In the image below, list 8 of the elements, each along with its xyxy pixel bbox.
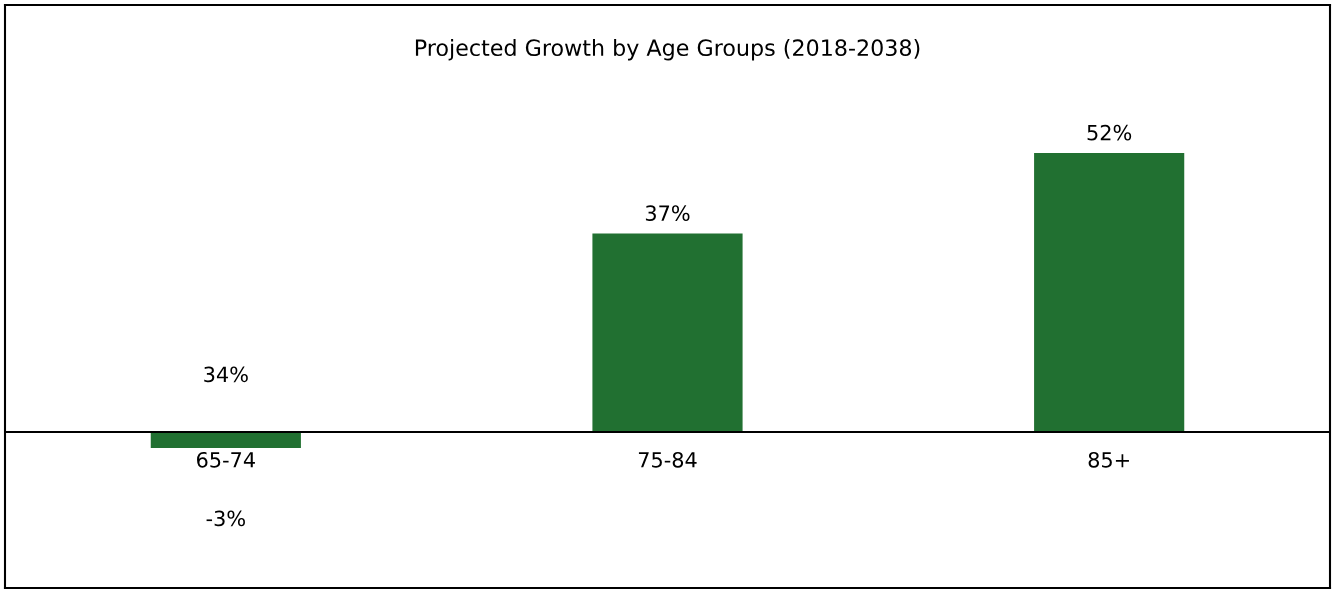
chart-title: Projected Growth by Age Groups (2018-2038) xyxy=(415,38,920,61)
data-label: 37% xyxy=(645,205,690,222)
x-tick-label: 85+ xyxy=(1088,451,1129,468)
data-label: -3% xyxy=(206,510,245,527)
data-label: 52% xyxy=(1087,124,1132,141)
x-tick-label: 65-74 xyxy=(197,451,255,468)
x-tick-label: 75-84 xyxy=(638,451,697,468)
annotation: 34% xyxy=(204,366,248,383)
